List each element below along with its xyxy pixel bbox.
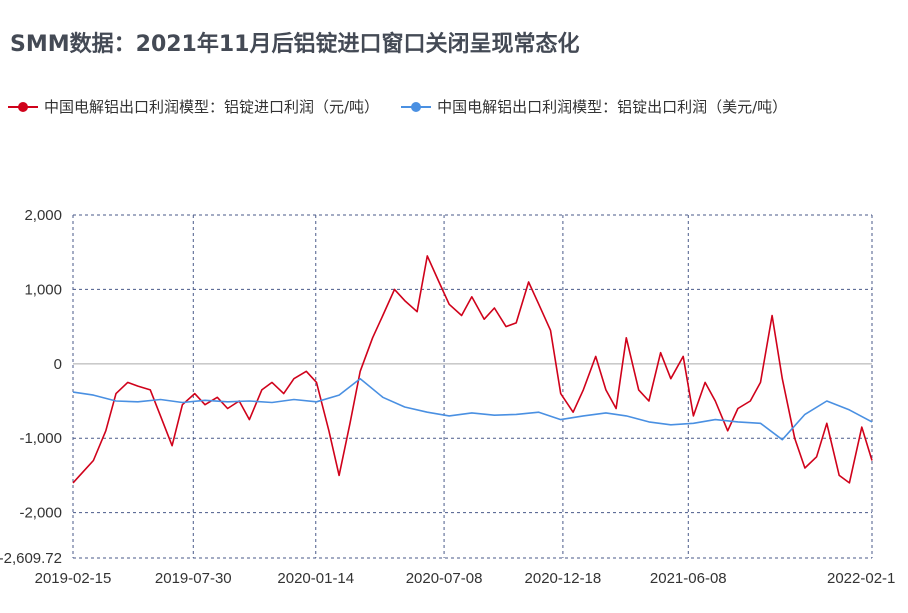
y-tick-label: -1,000 <box>19 430 62 447</box>
x-tick-label: 2019-07-30 <box>155 570 232 587</box>
x-tick-label: 2019-02-15 <box>35 570 112 587</box>
legend-label-import-profit: 中国电解铝出口利润模型：铝锭进口利润（元/吨） <box>44 98 380 116</box>
import-profit-line <box>72 255 873 484</box>
x-tick-label: 2020-12-18 <box>525 570 602 587</box>
y-tick-label: 1,000 <box>24 281 62 298</box>
chart-title: SMM数据：2021年11月后铝锭进口窗口关闭呈现常态化 <box>10 32 580 57</box>
series-lines <box>72 255 873 484</box>
legend-item-export-profit[interactable]: 中国电解铝出口利润模型：铝锭出口利润（美元/吨） <box>401 96 787 117</box>
grid-lines <box>72 214 873 559</box>
x-tick-label: 2022-02-1 <box>827 570 895 587</box>
legend-item-import-profit[interactable]: 中国电解铝出口利润模型：铝锭进口利润（元/吨） <box>8 96 379 117</box>
y-tick-label: -2,000 <box>19 505 62 522</box>
x-tick-label: 2020-01-14 <box>277 570 354 587</box>
x-tick-label: 2021-06-08 <box>650 570 727 587</box>
legend-blue-line-marker <box>401 100 432 114</box>
legend-red-line-marker <box>8 100 38 114</box>
chart-legend: 中国电解铝出口利润模型：铝锭进口利润（元/吨） 中国电解铝出口利润模型：铝锭出口… <box>8 96 809 117</box>
axis-labels: 2,000 1,000 0 -1,000 -2,000 -2,609.72 2019-02-… <box>0 207 895 587</box>
y-tick-label: -2,609.72 <box>0 550 62 567</box>
export-profit-line <box>72 377 873 441</box>
y-tick-label: 2,000 <box>24 207 62 224</box>
legend-label-export-profit: 中国电解铝出口利润模型：铝锭出口利润（美元/吨） <box>437 98 788 116</box>
x-tick-label: 2020-07-08 <box>406 570 483 587</box>
y-tick-label: 0 <box>54 356 62 373</box>
